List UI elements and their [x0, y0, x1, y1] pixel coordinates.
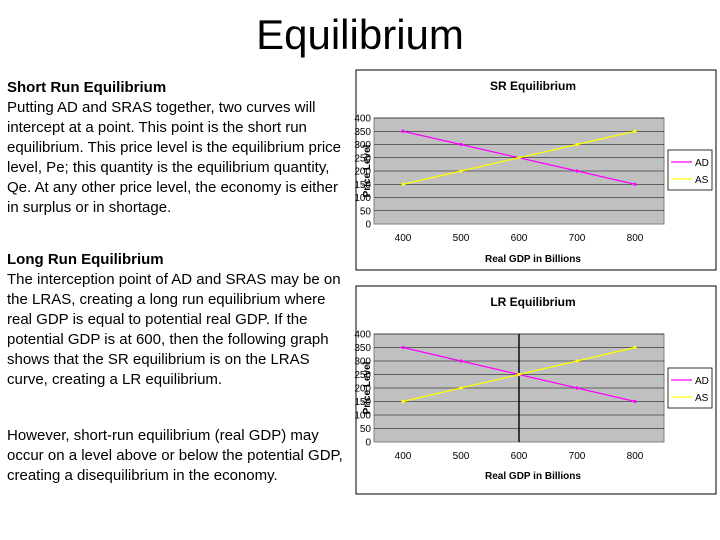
legend-label: AS [695, 175, 709, 186]
legend-box [667, 367, 713, 409]
x-axis-label: Real GDP in Billions [485, 254, 581, 265]
y-tick-label: 300 [354, 357, 371, 368]
x-axis-label: Real GDP in Billions [485, 471, 581, 482]
y-tick-label: 150 [354, 397, 371, 408]
ad-data-point [575, 169, 579, 173]
ad-data-point [633, 399, 637, 404]
x-tick-label: 700 [569, 451, 586, 462]
as-data-point [575, 359, 579, 363]
y-axis-label: Price Level [362, 144, 373, 197]
y-tick-label: 250 [354, 153, 371, 164]
y-tick-label: 350 [354, 343, 371, 354]
x-tick-label: 500 [453, 451, 470, 462]
long-run-section: Long Run Equilibrium The interception po… [7, 250, 352, 390]
x-tick-label: 700 [569, 233, 586, 244]
as-data-point [633, 345, 637, 350]
ad-data-point [575, 386, 579, 390]
disequilibrium-body: However, short-run equilibrium (real GDP… [7, 427, 343, 484]
chart-title: SR Equilibrium [490, 79, 576, 93]
x-tick-label: 400 [395, 233, 412, 244]
y-tick-label: 50 [360, 424, 372, 435]
as-data-point [517, 372, 521, 377]
x-tick-label: 500 [453, 233, 470, 244]
short-run-section: Short Run Equilibrium Putting AD and SRA… [7, 78, 352, 218]
as-data-point [517, 156, 521, 160]
y-tick-label: 100 [354, 411, 371, 422]
long-run-heading: Long Run Equilibrium [7, 251, 164, 268]
legend-label: AD [695, 158, 709, 169]
y-tick-label: 100 [354, 193, 371, 204]
disequilibrium-section: However, short-run equilibrium (real GDP… [7, 426, 352, 486]
x-tick-label: 800 [627, 451, 644, 462]
x-tick-label: 600 [511, 233, 528, 244]
y-tick-label: 350 [354, 127, 371, 138]
as-data-point [401, 182, 405, 186]
y-tick-label: 250 [354, 370, 371, 381]
as-data-point [401, 399, 405, 404]
ad-data-point [459, 142, 463, 147]
y-tick-label: 0 [365, 438, 371, 449]
short-run-body: Putting AD and SRAS together, two curves… [7, 99, 342, 216]
chart-title: LR Equilibrium [490, 295, 575, 309]
y-tick-label: 200 [354, 167, 371, 178]
y-tick-label: 400 [354, 330, 371, 341]
x-tick-label: 400 [395, 451, 412, 462]
y-tick-label: 0 [365, 220, 371, 231]
ad-data-point [401, 129, 405, 133]
x-tick-label: 800 [627, 233, 644, 244]
as-data-point [459, 386, 463, 390]
ad-data-point [401, 345, 405, 350]
x-tick-label: 600 [511, 451, 528, 462]
y-tick-label: 300 [354, 140, 371, 151]
y-tick-label: 400 [354, 114, 371, 125]
page-title: Equilibrium [256, 11, 464, 58]
ad-data-point [459, 359, 463, 363]
y-tick-label: 150 [354, 180, 371, 191]
as-data-point [575, 142, 579, 147]
as-data-point [633, 129, 637, 133]
long-run-body: The interception point of AD and SRAS ma… [7, 271, 341, 388]
legend-box [667, 149, 713, 191]
legend-label: AD [695, 376, 709, 387]
short-run-heading: Short Run Equilibrium [7, 79, 167, 96]
legend-label: AS [695, 393, 709, 404]
as-data-point [459, 169, 463, 173]
y-axis-label: Price Level [362, 361, 373, 414]
y-tick-label: 50 [360, 206, 372, 217]
ad-data-point [633, 182, 637, 186]
y-tick-label: 200 [354, 384, 371, 395]
